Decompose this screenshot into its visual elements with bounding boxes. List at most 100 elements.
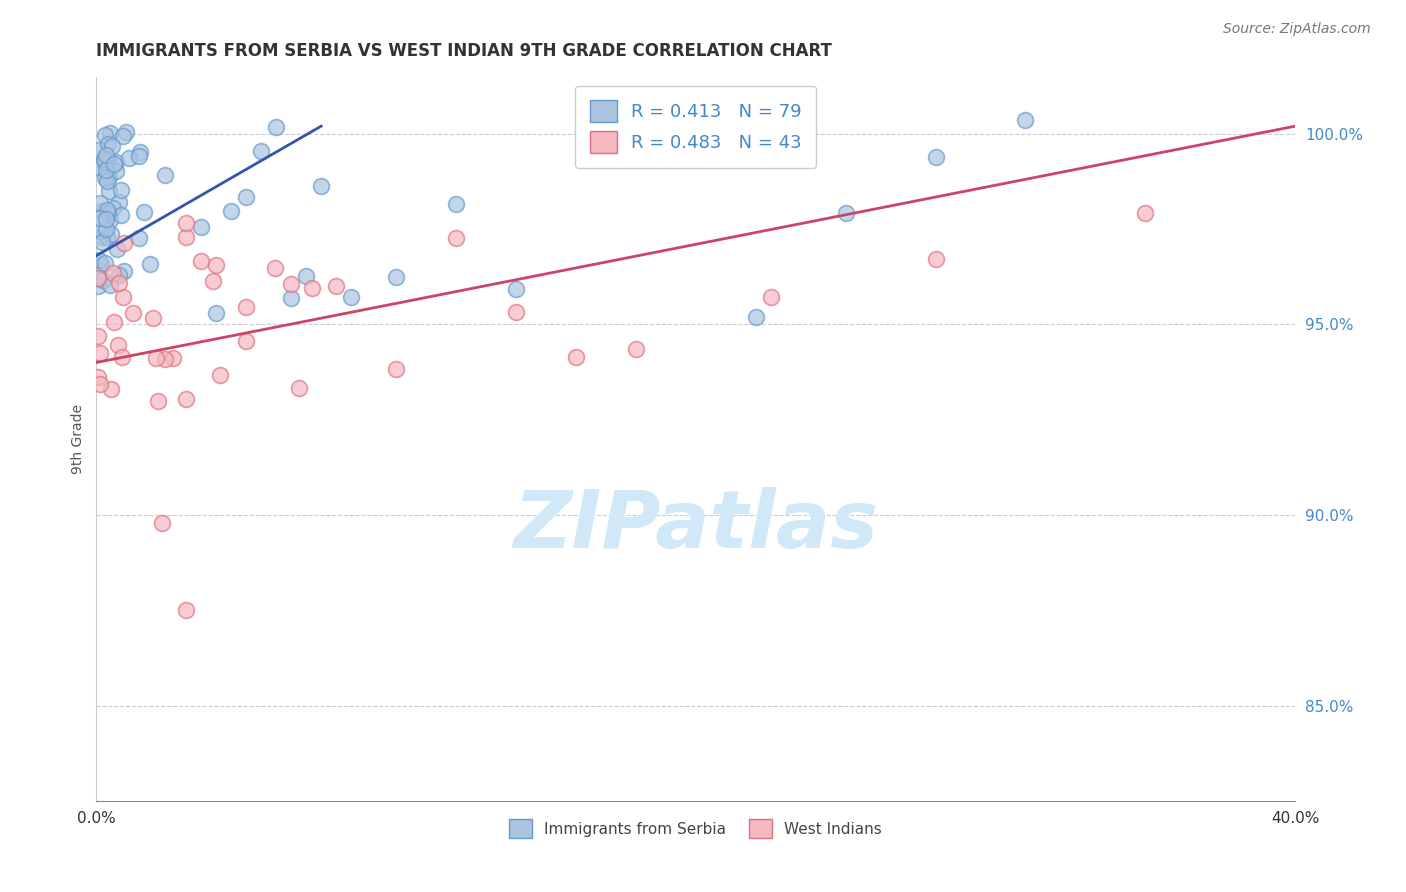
Point xyxy=(86,144,108,158)
Point xyxy=(834,205,856,219)
Point xyxy=(111,350,134,364)
Point xyxy=(325,279,347,293)
Point xyxy=(97,169,120,184)
Point xyxy=(93,152,115,166)
Point xyxy=(309,179,332,194)
Point xyxy=(93,171,115,186)
Point xyxy=(101,202,124,216)
Point xyxy=(87,328,110,343)
Point xyxy=(301,281,323,295)
Point xyxy=(111,128,134,143)
Point xyxy=(280,277,302,291)
Point xyxy=(87,370,110,384)
Point xyxy=(924,252,946,267)
Point xyxy=(205,306,228,320)
Point xyxy=(108,195,131,210)
Point xyxy=(98,278,121,293)
Point xyxy=(444,230,467,244)
Point xyxy=(112,235,135,250)
Point xyxy=(118,151,141,165)
Point xyxy=(96,166,118,180)
Point xyxy=(93,256,115,270)
Point xyxy=(121,306,143,320)
Point xyxy=(91,229,114,244)
Point xyxy=(90,224,112,238)
Point xyxy=(505,282,527,296)
Point xyxy=(96,174,118,188)
Point xyxy=(87,271,110,285)
Point xyxy=(263,261,285,276)
Point xyxy=(153,168,176,182)
Point xyxy=(89,211,111,225)
Point xyxy=(103,157,125,171)
Point xyxy=(107,338,129,352)
Point xyxy=(655,137,678,152)
Y-axis label: 9th Grade: 9th Grade xyxy=(72,404,86,474)
Point xyxy=(93,154,115,169)
Point xyxy=(89,195,111,210)
Point xyxy=(505,305,527,319)
Point xyxy=(579,153,602,168)
Point xyxy=(98,126,121,140)
Point xyxy=(97,137,120,152)
Point xyxy=(235,300,257,314)
Point xyxy=(128,145,150,159)
Point xyxy=(86,161,108,175)
Point xyxy=(108,276,131,290)
Point xyxy=(295,268,318,283)
Legend: Immigrants from Serbia, West Indians: Immigrants from Serbia, West Indians xyxy=(503,814,889,844)
Point xyxy=(128,231,150,245)
Point xyxy=(87,252,110,267)
Point xyxy=(209,368,232,382)
Point xyxy=(96,203,118,218)
Point xyxy=(1135,205,1157,219)
Point xyxy=(150,516,173,530)
Point xyxy=(89,376,111,391)
Point xyxy=(444,197,467,211)
Text: Source: ZipAtlas.com: Source: ZipAtlas.com xyxy=(1223,22,1371,37)
Point xyxy=(114,125,136,139)
Point xyxy=(174,216,197,230)
Text: IMMIGRANTS FROM SERBIA VS WEST INDIAN 9TH GRADE CORRELATION CHART: IMMIGRANTS FROM SERBIA VS WEST INDIAN 9T… xyxy=(97,42,832,60)
Point xyxy=(565,350,588,364)
Text: ZIPatlas: ZIPatlas xyxy=(513,487,879,565)
Point xyxy=(162,351,184,366)
Point xyxy=(385,270,408,285)
Point xyxy=(103,315,125,329)
Point xyxy=(108,268,131,282)
Point xyxy=(98,212,121,227)
Point xyxy=(287,381,309,395)
Point xyxy=(624,342,647,356)
Point xyxy=(205,258,228,272)
Point xyxy=(100,139,122,153)
Point xyxy=(145,351,167,366)
Point xyxy=(87,279,110,293)
Point xyxy=(1014,112,1036,127)
Point xyxy=(94,211,117,226)
Point xyxy=(94,128,117,142)
Point xyxy=(174,603,197,617)
Point xyxy=(134,205,156,219)
Point xyxy=(142,311,165,326)
Point xyxy=(86,270,108,285)
Point xyxy=(110,207,132,221)
Point xyxy=(111,290,134,304)
Point xyxy=(759,290,782,304)
Point xyxy=(190,254,212,268)
Point xyxy=(90,258,112,272)
Point xyxy=(112,264,135,278)
Point xyxy=(105,242,128,256)
Point xyxy=(174,229,197,244)
Point xyxy=(201,274,224,288)
Point xyxy=(104,164,127,178)
Point xyxy=(101,266,124,280)
Point xyxy=(924,150,946,164)
Point xyxy=(139,257,162,271)
Point xyxy=(340,290,363,304)
Point xyxy=(250,144,273,158)
Point xyxy=(91,235,114,249)
Point xyxy=(94,222,117,236)
Point xyxy=(96,229,118,244)
Point xyxy=(91,203,114,218)
Point xyxy=(219,203,242,218)
